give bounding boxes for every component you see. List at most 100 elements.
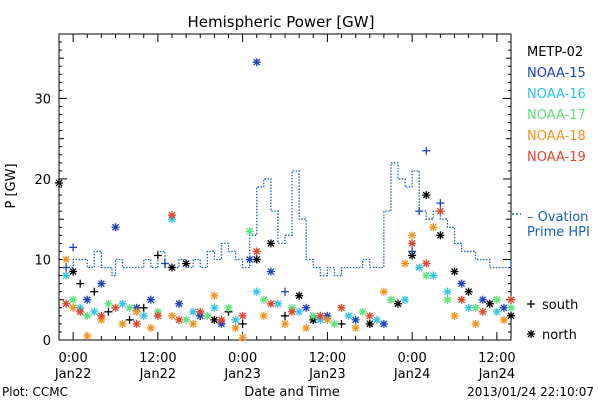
- north-marker: [90, 307, 99, 316]
- x-tick-time-label: 12:00: [139, 351, 176, 366]
- north-marker: [429, 223, 438, 232]
- chart-title: Hemispheric Power [GW]: [188, 13, 375, 31]
- north-marker: [210, 315, 219, 324]
- north-marker: [203, 311, 212, 320]
- north-marker: [295, 307, 304, 316]
- north-marker: [492, 295, 501, 304]
- south-marker: [408, 247, 417, 256]
- north-marker: [358, 307, 367, 316]
- marker-legend: south north: [527, 298, 578, 343]
- north-marker: [436, 231, 445, 240]
- north-marker: [111, 223, 120, 232]
- legend: METP-02 NOAA-15 NOAA-16 NOAA-17 NOAA-18 NOAA-…: [527, 45, 586, 165]
- north-marker: [189, 319, 198, 328]
- north-marker: [266, 267, 275, 276]
- x-tick-time-label: 12:00: [309, 351, 346, 366]
- north-marker: [401, 295, 410, 304]
- x-tick-date-label: Jan22: [139, 367, 177, 382]
- north-marker: [429, 271, 438, 280]
- north-marker: [83, 295, 92, 304]
- north-marker: [196, 307, 205, 316]
- x-tick-time-label: 12:00: [478, 351, 515, 366]
- north-marker: [443, 295, 452, 304]
- north-marker: [422, 259, 431, 268]
- north-marker: [365, 311, 374, 320]
- south-marker: [90, 287, 99, 296]
- series-noaa-17: [69, 227, 515, 328]
- north-marker: [153, 311, 162, 320]
- north-marker: [422, 271, 431, 280]
- north-marker: [245, 255, 254, 264]
- north-marker: [471, 319, 480, 328]
- north-marker: [189, 307, 198, 316]
- north-marker: [337, 303, 346, 312]
- south-marker: [281, 287, 289, 296]
- north-marker: [175, 299, 184, 308]
- x-tick-date-label: Jan23: [223, 367, 261, 382]
- south-marker: [337, 319, 346, 328]
- north-marker: [266, 299, 275, 308]
- north-marker: [132, 307, 141, 316]
- north-marker: [394, 299, 402, 308]
- south-marker: [62, 263, 71, 272]
- north-marker: [450, 267, 459, 276]
- north-marker: [118, 299, 127, 308]
- north-marker: [443, 287, 452, 296]
- y-tick-label: 10: [34, 253, 51, 268]
- north-marker: [485, 299, 494, 308]
- north-marker: [330, 319, 339, 328]
- north-marker: [252, 247, 261, 256]
- north-marker: [146, 295, 155, 304]
- x-tick-time-label: 0:00: [59, 351, 88, 366]
- north-marker: [168, 263, 176, 272]
- south-marker: [436, 199, 445, 208]
- x-tick-date-label: Jan24: [478, 367, 516, 382]
- north-marker: [302, 303, 311, 312]
- north-marker: [478, 307, 487, 316]
- north-marker: [351, 315, 360, 324]
- north-marker: [118, 319, 127, 328]
- legend-entry-noaa-18: NOAA-18: [527, 129, 586, 144]
- north-marker: [231, 315, 240, 324]
- north-marker: [83, 311, 92, 320]
- north-marker: [499, 303, 508, 312]
- north-marker: [316, 311, 325, 320]
- north-marker: [309, 311, 318, 320]
- north-marker: [245, 227, 254, 236]
- north-marker: [457, 279, 466, 288]
- north-marker: [273, 299, 282, 308]
- north-marker: [231, 323, 240, 332]
- north-marker: [450, 311, 459, 320]
- south-marker: [160, 259, 169, 268]
- south-marker: [104, 307, 113, 316]
- x-tick-date-label: Jan24: [393, 367, 431, 382]
- x-axis: 0:00Jan2212:00Jan220:00Jan2312:00Jan230:…: [54, 34, 516, 382]
- south-marker: [153, 251, 162, 260]
- legend-entry-noaa-16: NOAA-16: [527, 87, 586, 102]
- south-marker: [238, 319, 247, 328]
- north-marker: [401, 259, 410, 268]
- north-marker: [492, 307, 501, 316]
- north-marker: [217, 315, 226, 324]
- y-tick-label: 30: [34, 92, 51, 107]
- north-marker: [288, 307, 297, 316]
- ovation-legend-label-2: Prime HPI: [527, 225, 590, 240]
- north-marker: [69, 295, 78, 304]
- x-axis-label: Date and Time: [244, 385, 340, 400]
- north-marker: [69, 267, 78, 276]
- north-marker: [210, 291, 219, 300]
- north-marker: [507, 303, 515, 312]
- ovation-step-line: [62, 162, 512, 277]
- north-marker: [111, 303, 120, 312]
- marker-legend-label: south: [542, 298, 578, 313]
- footer-right: 2013/01/24 22:10:07: [467, 385, 594, 399]
- north-marker: [62, 299, 71, 308]
- south-marker: [69, 243, 78, 252]
- y-axis-label: P [GW]: [4, 163, 19, 208]
- north-marker: [281, 319, 289, 328]
- north-marker: [252, 255, 261, 264]
- data-points: [55, 58, 515, 342]
- north-marker: [471, 303, 480, 312]
- north-marker: [168, 311, 176, 320]
